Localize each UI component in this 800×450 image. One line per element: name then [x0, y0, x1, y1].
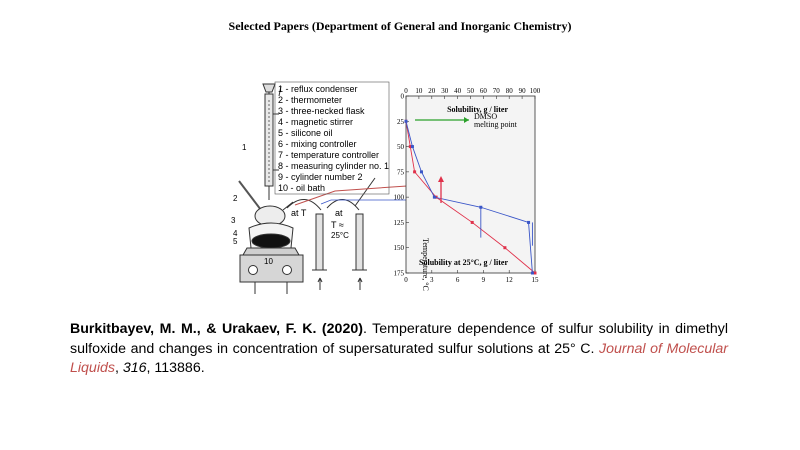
top-tick-label: 60 [480, 87, 488, 95]
left-tick-label: 100 [394, 194, 405, 202]
page-header: Selected Papers (Department of General a… [228, 19, 572, 33]
bottom-tick-label: 6 [456, 276, 460, 284]
top-tick-label: 100 [530, 87, 541, 95]
apparatus [238, 83, 465, 294]
data-point [410, 145, 414, 149]
label-4: 4 [233, 229, 238, 238]
data-point [413, 170, 417, 174]
equipment-legend: 1 - reflux condenser 2 - thermometer 3 -… [274, 81, 390, 195]
citation: Burkitbayev, M. M., & Urakaev, F. K. (20… [70, 320, 728, 379]
legend-item-1: 1 - reflux condenser [278, 84, 358, 94]
citation-volume: 316 [122, 360, 147, 377]
label-10: 10 [264, 257, 273, 266]
label-1: 1 [242, 143, 247, 152]
data-point [470, 220, 474, 224]
bottom-tick-label: 15 [532, 276, 540, 284]
left-tick-label: 75 [397, 168, 405, 176]
data-point [530, 271, 534, 275]
solubility-chart: Solubility, g / liter Solubility at 25°C… [394, 87, 541, 291]
left-tick-label: 0 [401, 93, 405, 101]
annotation-line-2: melting point [474, 120, 518, 129]
citation-sep: , [114, 360, 123, 377]
figure: 1 2 3 4 5 10 at T at T ≈ 25°C 1 - reflux… [225, 78, 550, 300]
legend-item-3: 3 - three-necked flask [278, 106, 365, 116]
legend-item-6: 6 - mixing controller [278, 139, 357, 149]
data-point [503, 246, 507, 250]
data-point [408, 145, 412, 149]
citation-authors: Burkitbayev, M. M., & Urakaev, F. K. (20… [70, 321, 363, 337]
top-tick-label: 0 [404, 87, 408, 95]
top-tick-label: 10 [415, 87, 423, 95]
bottom-tick-label: 0 [404, 276, 408, 284]
label-3: 3 [231, 216, 236, 225]
citation-journal[interactable]: Journal of Molecular Liquids [70, 340, 729, 377]
left-tick-label: 50 [397, 143, 405, 151]
temperature-controller-knob [282, 265, 292, 275]
legend-item-2: 2 - thermometer [278, 95, 342, 105]
top-axis-title: Solubility, g / liter [447, 105, 508, 114]
bottom-tick-label: 12 [506, 276, 514, 284]
data-point [527, 220, 531, 224]
left-tick-label: 125 [394, 219, 405, 227]
measuring-cylinder-2 [355, 213, 364, 271]
legend-item-7: 7 - temperature controller [278, 150, 379, 160]
bottom-tick-label: 3 [430, 276, 434, 284]
top-tick-label: 50 [467, 87, 475, 95]
data-point [533, 271, 537, 275]
label-at: at [335, 208, 343, 218]
bottom-axis-title: Solubility at 25°C, g / liter [419, 258, 508, 267]
top-tick-label: 70 [493, 87, 501, 95]
left-tick-label: 25 [397, 118, 405, 126]
mixing-controller-knob [248, 265, 258, 275]
label-at-t: at T [291, 208, 307, 218]
legend-item-5: 5 - silicone oil [278, 128, 333, 138]
label-5: 5 [233, 237, 238, 246]
citation-title: . Temperature dependence of sulfur solub… [70, 321, 728, 357]
top-tick-label: 80 [506, 87, 514, 95]
top-tick-label: 40 [454, 87, 462, 95]
top-tick-label: 30 [441, 87, 449, 95]
label-2: 2 [233, 194, 238, 203]
top-tick-label: 90 [519, 87, 527, 95]
left-tick-label: 175 [394, 270, 405, 278]
data-point [404, 119, 408, 123]
label-t-approx: T ≈ [331, 220, 344, 230]
silicone-oil [251, 233, 291, 249]
left-axis-title: Temperature, °C [421, 238, 430, 291]
bottom-tick-label: 9 [482, 276, 486, 284]
measuring-cylinder-1 [315, 213, 324, 271]
thermometer [238, 180, 262, 211]
citation-rest: , 113886. [146, 360, 205, 377]
legend-item-4: 4 - magnetic stirrer [278, 117, 353, 127]
annotation-line-1: DMSO [474, 112, 497, 121]
legend-item-9: 9 - cylinder number 2 [278, 172, 363, 182]
label-25c: 25°C [331, 231, 349, 240]
legend-item-8: 8 - measuring cylinder no. 1 [278, 161, 389, 171]
left-tick-label: 150 [394, 244, 405, 252]
legend-item-10: 10 - oil bath [278, 183, 325, 193]
data-point [432, 195, 436, 199]
data-point [419, 170, 423, 174]
top-tick-label: 20 [428, 87, 436, 95]
dmso-annotation: DMSO melting point [415, 112, 518, 129]
figure-svg: 1 2 3 4 5 10 at T at T ≈ 25°C 1 - reflux… [231, 81, 541, 294]
